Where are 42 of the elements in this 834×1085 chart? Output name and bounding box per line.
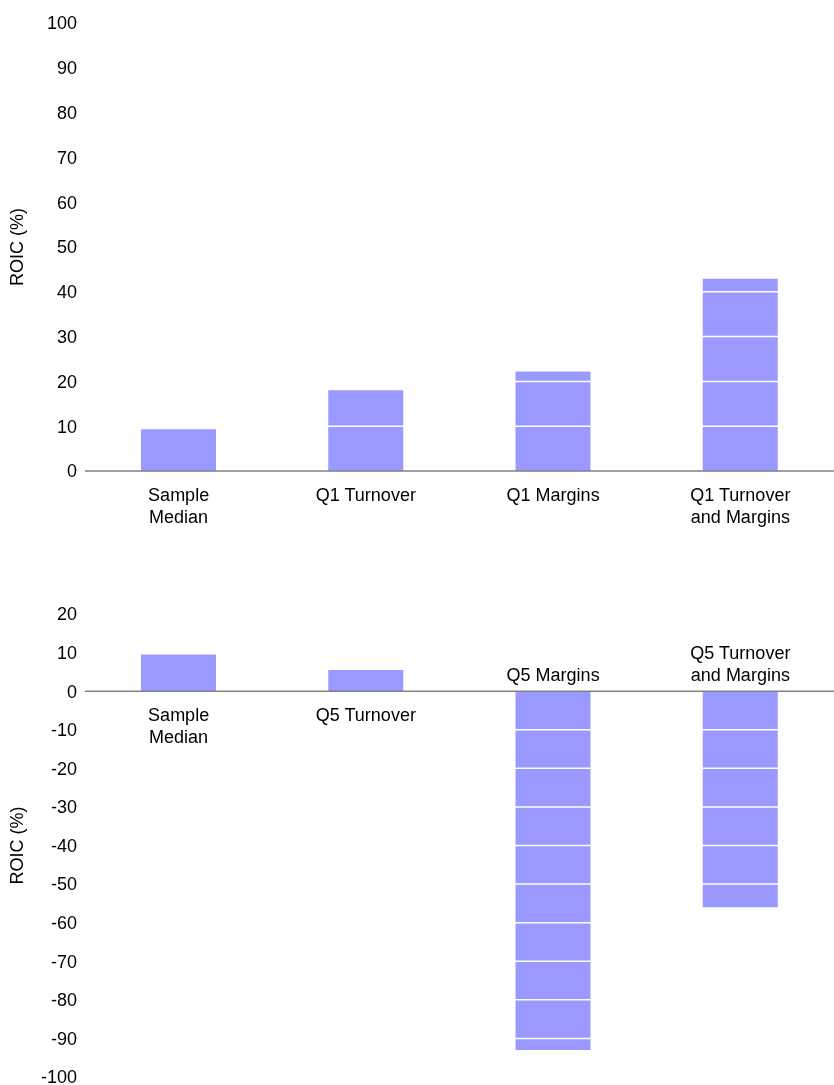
y-tick-label: 30 <box>56 326 77 347</box>
y-tick-label: 0 <box>66 681 77 702</box>
y-tick-label: -50 <box>50 874 77 895</box>
y-tick-label: 50 <box>56 237 77 258</box>
bar <box>328 669 404 692</box>
bar <box>328 390 404 471</box>
y-tick-label: -70 <box>50 951 77 972</box>
x-tick-label: Q5 Turnover <box>315 705 416 726</box>
bar <box>141 654 216 692</box>
bar <box>702 691 778 908</box>
y-tick-label: 60 <box>56 192 77 213</box>
y-tick-label: -20 <box>50 758 77 779</box>
bar <box>702 278 778 471</box>
y-tick-label: -10 <box>50 720 77 741</box>
y-tick-label: 10 <box>56 642 77 663</box>
y-tick-label: 100 <box>46 13 77 34</box>
x-tick-label: Q1 Margins <box>506 485 600 505</box>
y-tick-label: 90 <box>56 58 77 79</box>
x-tick-label: Q1 Turnover and Margins <box>690 485 791 527</box>
y-axis-title: ROIC (%) <box>7 208 28 286</box>
y-tick-label: 20 <box>56 371 77 392</box>
y-tick-label: 10 <box>56 416 77 437</box>
y-tick-label: -80 <box>50 990 77 1011</box>
x-tick-label: Q5 Margins <box>506 665 600 686</box>
x-tick-label: Q5 Turnover and Margins <box>690 643 791 686</box>
y-tick-label: -100 <box>40 1067 77 1085</box>
y-tick-label: -90 <box>50 1028 77 1049</box>
y-tick-label: 40 <box>56 282 77 303</box>
x-tick-label: Sample Median <box>148 485 210 527</box>
y-tick-label: 20 <box>56 604 77 625</box>
y-tick-label: 80 <box>56 102 77 123</box>
bar <box>515 371 591 471</box>
y-tick-label: 70 <box>56 147 77 168</box>
y-tick-label: -30 <box>50 797 77 818</box>
bar <box>141 429 216 471</box>
x-tick-label: Sample Median <box>148 705 210 748</box>
y-tick-label: -40 <box>50 835 77 856</box>
y-tick-label: 0 <box>66 461 77 482</box>
x-tick-label: Q1 Turnover <box>315 485 416 505</box>
y-axis-title: ROIC (%) <box>7 806 28 885</box>
bar <box>515 691 591 1050</box>
y-tick-label: -60 <box>50 913 77 934</box>
